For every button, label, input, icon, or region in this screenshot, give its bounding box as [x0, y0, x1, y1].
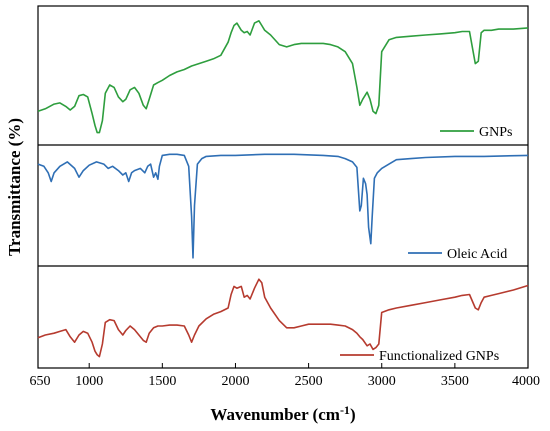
x-tick-label-1000: 1000: [75, 374, 103, 389]
series-line-functionalized-gnps: [37, 278, 529, 358]
x-tick-label-4000: 4000: [512, 374, 540, 389]
legend-label-3: Functionalized GNPs: [379, 349, 499, 364]
x-tick-label-1500: 1500: [148, 374, 176, 389]
legend-label-2: Oleic Acid: [447, 247, 507, 262]
plot-frame: [37, 5, 529, 369]
x-tick-label-3500: 3500: [441, 374, 469, 389]
x-tick-label-2000: 2000: [221, 374, 249, 389]
x-axis-title-sup: -1: [340, 403, 350, 417]
series-line-gnps: [37, 20, 529, 134]
y-axis-title: Transmittance (%): [5, 118, 24, 256]
x-axis-title-main: Wavenumber (cm: [210, 405, 340, 424]
x-tick-label-3000: 3000: [368, 374, 396, 389]
series-line-oleic-acid: [37, 153, 529, 259]
x-tick-label-2500: 2500: [295, 374, 323, 389]
x-tick-label-650: 650: [30, 374, 51, 389]
legend-layer: GNPs Oleic Acid Functionalized GNPs: [340, 125, 512, 364]
legend-label-1: GNPs: [479, 125, 512, 140]
x-axis-ticks: 650 1000 1500 2000 2500 3000 3500 4000: [30, 363, 540, 389]
x-axis-title-end: ): [350, 405, 356, 424]
x-axis-title: Wavenumber (cm-1): [210, 403, 355, 424]
series-layer: [37, 20, 529, 358]
